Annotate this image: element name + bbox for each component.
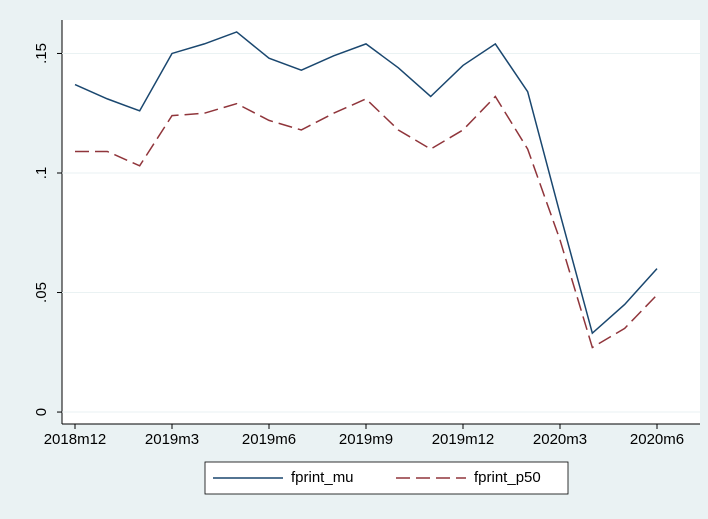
legend-label: fprint_p50: [474, 469, 541, 486]
x-tick-label: 2020m6: [630, 431, 684, 448]
line-series: [75, 95, 658, 349]
legend-label: fprint_mu: [291, 469, 354, 486]
x-tick-label: 2020m3: [533, 431, 587, 448]
y-tick-label: .15: [33, 43, 50, 64]
x-tick-label: 2018m12: [44, 431, 107, 448]
x-tick-label: 2019m9: [339, 431, 393, 448]
line-series: [74, 31, 658, 335]
y-tick-label: .05: [33, 282, 50, 303]
y-tick-label: .1: [33, 167, 50, 180]
plot-area: [62, 20, 700, 424]
y-tick-label: 0: [33, 408, 50, 416]
x-tick-label: 2019m12: [432, 431, 495, 448]
x-tick-label: 2019m6: [242, 431, 296, 448]
x-tick-label: 2019m3: [145, 431, 199, 448]
